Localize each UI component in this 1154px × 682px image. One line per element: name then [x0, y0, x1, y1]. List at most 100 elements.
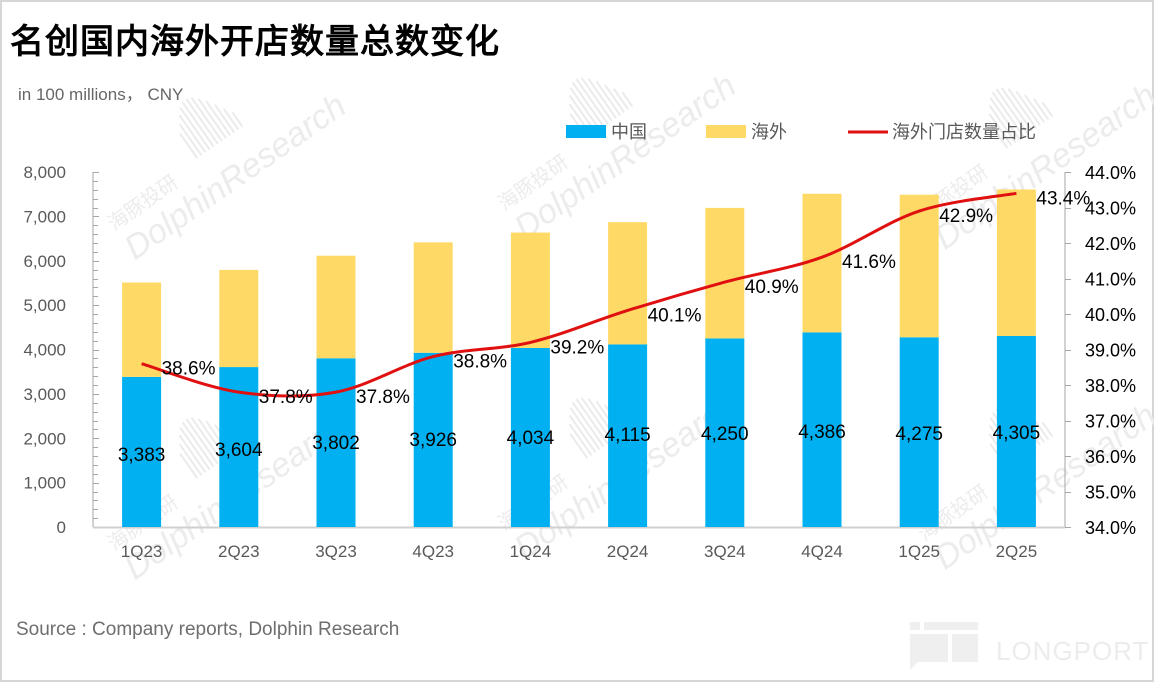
data-label-ratio: 38.6%	[162, 359, 216, 380]
data-label-china: 4,386	[798, 422, 846, 443]
watermark-bar-icon	[568, 414, 597, 454]
right-axis-tick-label: 38.0%	[1085, 376, 1136, 396]
watermark-bar-icon	[185, 98, 219, 145]
legend: 中国 海外 海外门店数量占比	[566, 122, 1036, 142]
watermark-bar-icon	[613, 88, 630, 111]
left-axis-tick-label: 2,000	[23, 429, 66, 448]
watermark-en: DolphinResearch	[118, 86, 353, 267]
data-label-ratio: 38.8%	[453, 352, 507, 373]
legend-swatch-china	[566, 125, 606, 138]
watermark-bar-icon	[595, 80, 621, 116]
ratio-line	[141, 191, 1017, 398]
longport-logo-icon	[910, 622, 978, 670]
left-axis-tick-label: 7,000	[23, 207, 66, 226]
right-axis-tick-label: 41.0%	[1085, 270, 1136, 290]
data-label-china: 4,275	[895, 424, 943, 445]
bar-china	[996, 335, 1036, 527]
data-label-ratio: 40.1%	[648, 305, 702, 326]
data-label-ratio: 37.8%	[356, 387, 410, 408]
watermark-bar-icon	[179, 453, 199, 479]
watermark-bar-icon	[569, 87, 601, 131]
watermark-bar-icon	[178, 443, 203, 476]
data-label-china: 4,034	[507, 428, 555, 449]
watermark-bar-icon	[1033, 98, 1050, 121]
watermark-bar-icon	[571, 401, 605, 448]
watermark-bar-icon	[179, 107, 211, 151]
watermark-bar-icon	[223, 108, 240, 131]
watermark-bar-icon	[580, 77, 613, 122]
axes: 0 1,000 2,000 3,000 4,000 5,000 6,000 7,000 8,00…	[23, 163, 1136, 561]
data-label-china: 4,250	[701, 424, 749, 445]
right-axis-tick-label: 44.0%	[1085, 163, 1136, 183]
bar-overseas	[219, 269, 259, 368]
data-label-ratio: 40.9%	[745, 277, 799, 298]
legend-label-overseas: 海外	[751, 122, 787, 142]
watermark-bar-icon	[178, 123, 203, 156]
right-axis-tick-label: 37.0%	[1085, 412, 1136, 432]
watermark-bar-icon	[991, 91, 1025, 138]
watermark-bar-icon	[179, 133, 199, 159]
watermark-bar-icon	[587, 78, 617, 119]
bar-china	[413, 352, 453, 527]
data-label-ratio: 42.9%	[939, 206, 993, 227]
right-axis-tick-label: 42.0%	[1085, 234, 1136, 254]
watermark-bar-icon	[568, 423, 593, 456]
watermark-bar-icon	[575, 398, 609, 445]
bar-overseas	[316, 255, 356, 359]
watermark-bar-icon	[178, 434, 207, 474]
data-label-ratio: 41.6%	[842, 252, 896, 273]
x-axis-tick-label: 4Q23	[412, 542, 454, 561]
watermark-bar-icon	[178, 114, 207, 154]
watermark-bar-icon	[604, 84, 626, 113]
bar-overseas	[996, 189, 1036, 336]
data-label-china: 4,305	[993, 423, 1041, 444]
watermark-bar-icon	[1041, 421, 1054, 438]
bar-overseas	[899, 194, 939, 338]
watermark-bar-icon	[575, 78, 609, 125]
data-label-ratio: 39.2%	[550, 337, 604, 358]
watermark-bar-icon	[569, 407, 601, 451]
watermark-bar-icon	[1033, 418, 1050, 441]
watermark-bar-icon	[1015, 90, 1041, 126]
unit-label: in 100 millions， CNY	[18, 85, 184, 104]
bar-china	[705, 338, 745, 527]
bar-overseas	[122, 282, 162, 377]
bar-china	[899, 337, 939, 527]
bar-china	[802, 332, 842, 527]
bar-overseas	[413, 242, 453, 353]
watermark-bar-icon	[231, 111, 244, 128]
watermark-bar-icon	[1041, 101, 1054, 118]
bar-china	[316, 358, 356, 527]
legend-label-china: 中国	[611, 122, 647, 142]
watermark-bar-icon	[185, 418, 219, 465]
data-label-china: 3,926	[409, 430, 457, 451]
right-axis-tick-label: 43.0%	[1085, 199, 1136, 219]
watermark-bar-icon	[988, 104, 1017, 144]
watermark-bar-icon	[569, 433, 589, 459]
bars	[122, 189, 1036, 527]
watermark-bar-icon	[995, 88, 1029, 135]
bar-overseas	[510, 232, 550, 348]
watermark-bar-icon	[190, 97, 223, 142]
source-note: Source : Company reports, Dolphin Resear…	[16, 619, 400, 640]
left-axis-tick-label: 6,000	[23, 252, 66, 271]
x-axis-tick-label: 2Q23	[218, 542, 260, 561]
legend-label-ratio: 海外门店数量占比	[892, 122, 1036, 142]
watermark-bar-icon	[1024, 94, 1046, 123]
legend-swatch-overseas	[706, 125, 746, 138]
left-axis-tick-label: 5,000	[23, 296, 66, 315]
left-axis-tick-label: 4,000	[23, 341, 66, 360]
watermark-bar-icon	[988, 113, 1013, 146]
bar-overseas	[705, 207, 745, 339]
watermark-bar-icon	[181, 101, 215, 148]
left-axis-tick-label: 1,000	[23, 474, 66, 493]
right-axis-tick-label: 34.0%	[1085, 518, 1136, 538]
bar-overseas	[802, 193, 842, 333]
data-labels: 3,383 3,604 3,802 3,926 4,034 4,115 4,250 4,386…	[118, 188, 1091, 466]
x-axis-tick-label: 1Q25	[898, 542, 940, 561]
watermark-bar-icon	[181, 421, 215, 468]
watermark-bar-icon	[621, 91, 634, 108]
